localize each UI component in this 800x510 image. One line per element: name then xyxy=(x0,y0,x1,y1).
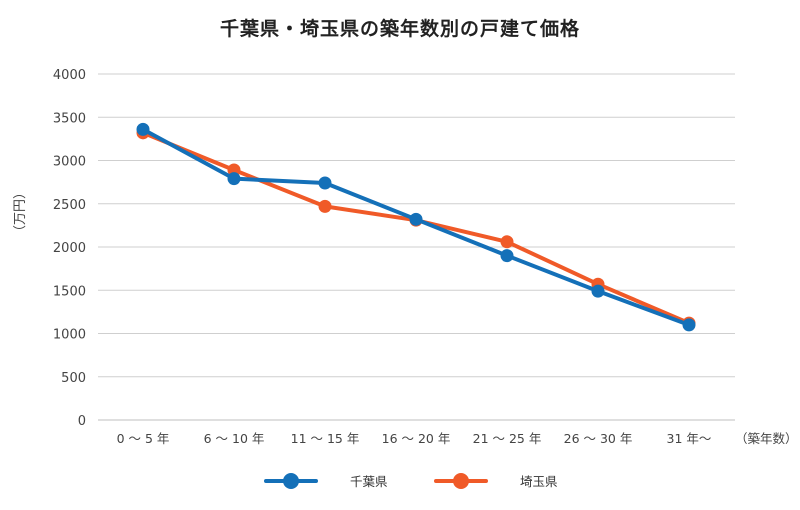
x-tick-label: 26 〜 30 年 xyxy=(564,431,633,446)
data-point xyxy=(591,284,605,298)
y-tick-label: 4000 xyxy=(53,68,86,83)
x-tick-label: 11 〜 15 年 xyxy=(291,431,360,446)
data-point xyxy=(318,176,332,190)
y-tick-label: 0 xyxy=(78,414,86,429)
y-tick-label: 2000 xyxy=(53,241,86,256)
series-line-1 xyxy=(141,127,691,327)
x-axis-unit-label: （築年数） xyxy=(735,431,798,446)
x-tick-label: 21 〜 25 年 xyxy=(473,431,542,446)
legend-swatch-marker xyxy=(453,473,469,489)
legend-item-2: 埼玉県 xyxy=(434,473,558,489)
data-point xyxy=(318,199,332,213)
x-tick-label: 0 〜 5 年 xyxy=(117,431,170,446)
legend-label: 埼玉県 xyxy=(520,474,558,489)
data-point xyxy=(409,212,423,226)
chart-title: 千葉県・埼玉県の築年数別の戸建て価格 xyxy=(219,18,580,40)
y-tick-label: 1500 xyxy=(53,284,86,299)
legend-swatch-marker xyxy=(283,473,299,489)
data-point xyxy=(682,318,696,332)
y-tick-label: 3000 xyxy=(53,155,86,170)
data-point xyxy=(500,249,514,263)
y-tick-label: 500 xyxy=(61,371,86,386)
x-tick-label: 31 年〜 xyxy=(667,431,712,446)
data-point xyxy=(500,235,514,249)
y-tick-label: 1000 xyxy=(53,328,86,343)
x-tick-label: 6 〜 10 年 xyxy=(204,431,265,446)
data-point xyxy=(227,172,241,186)
data-point xyxy=(136,122,150,136)
x-tick-label: 16 〜 20 年 xyxy=(382,431,451,446)
legend-item-1: 千葉県 xyxy=(264,473,388,489)
y-tick-label: 2500 xyxy=(53,198,86,213)
y-axis-label: （万円） xyxy=(13,186,28,238)
legend-label: 千葉県 xyxy=(350,474,388,489)
y-tick-label: 3500 xyxy=(53,111,86,126)
